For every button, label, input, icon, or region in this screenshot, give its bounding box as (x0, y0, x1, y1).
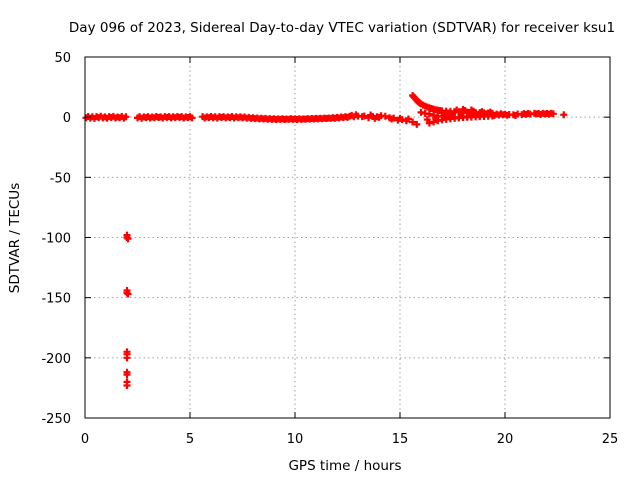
x-tick-label: 25 (602, 432, 619, 447)
data-point (453, 106, 461, 114)
data-point (560, 111, 568, 119)
x-tick-label: 10 (287, 432, 304, 447)
series-baseline (82, 111, 421, 128)
data-point (432, 114, 440, 122)
data-point (478, 108, 486, 116)
data-point (398, 116, 406, 124)
x-tick-label: 0 (81, 432, 89, 447)
y-tick-label: -250 (41, 412, 71, 427)
y-tick-label: 50 (54, 51, 71, 66)
data-point (413, 120, 421, 128)
series-evening-spread (409, 92, 568, 127)
data-point (459, 105, 467, 113)
data-point (123, 371, 131, 379)
data-point (425, 110, 433, 118)
data-point (465, 110, 473, 118)
axes: 0 5 10 15 20 25 -250 -200 -150 -100 -50 0 50 (41, 51, 618, 447)
data-point (122, 113, 130, 121)
data-point (124, 290, 132, 298)
data-point (486, 108, 494, 116)
chart-title: Day 096 of 2023, Sidereal Day-to-day VTE… (69, 20, 615, 36)
x-tick-label: 15 (392, 432, 409, 447)
data-point (423, 116, 431, 124)
data-point (123, 354, 131, 362)
y-axis-label: SDTVAR / TECUs (7, 183, 23, 293)
data-point (457, 111, 465, 119)
y-tick-label: -50 (50, 171, 71, 186)
data-point (123, 382, 131, 390)
data-point (124, 235, 132, 243)
series-outliers-near-2h (123, 231, 132, 390)
data-point (440, 111, 448, 119)
data-point (409, 118, 417, 126)
data-point (449, 110, 456, 118)
data-point (360, 112, 368, 120)
y-tick-label: -100 (41, 232, 71, 247)
data-point (417, 108, 425, 116)
y-tick-label: 0 (63, 111, 71, 126)
data-point (381, 112, 389, 120)
data-point (188, 114, 196, 122)
data-point (390, 114, 398, 122)
y-tick-label: -150 (41, 292, 71, 307)
data-points (82, 92, 568, 390)
y-tick-label: -200 (41, 352, 71, 367)
data-point (444, 109, 452, 117)
x-axis-label: GPS time / hours (288, 458, 401, 474)
data-point (549, 110, 557, 118)
data-point (467, 106, 475, 114)
x-tick-label: 5 (186, 432, 194, 447)
data-point (474, 111, 482, 119)
data-point (430, 118, 438, 126)
data-point (425, 119, 433, 127)
data-point (482, 110, 490, 118)
data-point (404, 115, 412, 123)
x-tick-label: 20 (497, 432, 514, 447)
